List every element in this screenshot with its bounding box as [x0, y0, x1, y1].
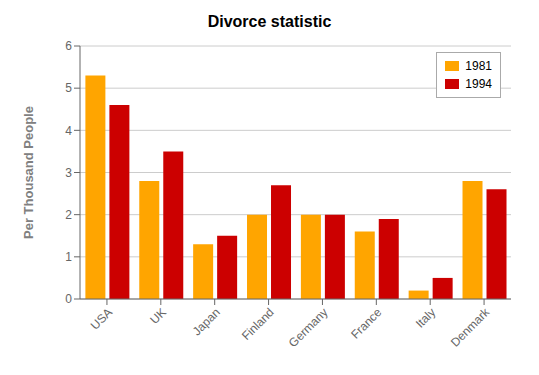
svg-text:USA: USA — [88, 305, 115, 332]
svg-text:5: 5 — [65, 81, 72, 95]
svg-text:France: France — [348, 305, 385, 342]
svg-text:Italy: Italy — [413, 305, 438, 330]
svg-text:Germany: Germany — [286, 305, 331, 350]
html-text:1981: 1981 — [465, 59, 492, 73]
svg-text:UK: UK — [147, 305, 169, 327]
svg-text:6: 6 — [65, 39, 72, 53]
svg-text:0: 0 — [65, 292, 72, 306]
svg-text:3: 3 — [65, 166, 72, 180]
svg-text:2: 2 — [65, 208, 72, 222]
svg-text:4: 4 — [65, 124, 72, 138]
html-text:Divorce statistic: Divorce statistic — [207, 13, 332, 30]
svg-text:Japan: Japan — [190, 305, 223, 338]
svg-text:Per Thousand People: Per Thousand People — [21, 106, 36, 239]
svg-text:Denmark: Denmark — [448, 305, 493, 350]
html-text:1994: 1994 — [465, 77, 492, 91]
svg-text:1: 1 — [65, 250, 72, 264]
svg-text:Finland: Finland — [239, 305, 277, 343]
